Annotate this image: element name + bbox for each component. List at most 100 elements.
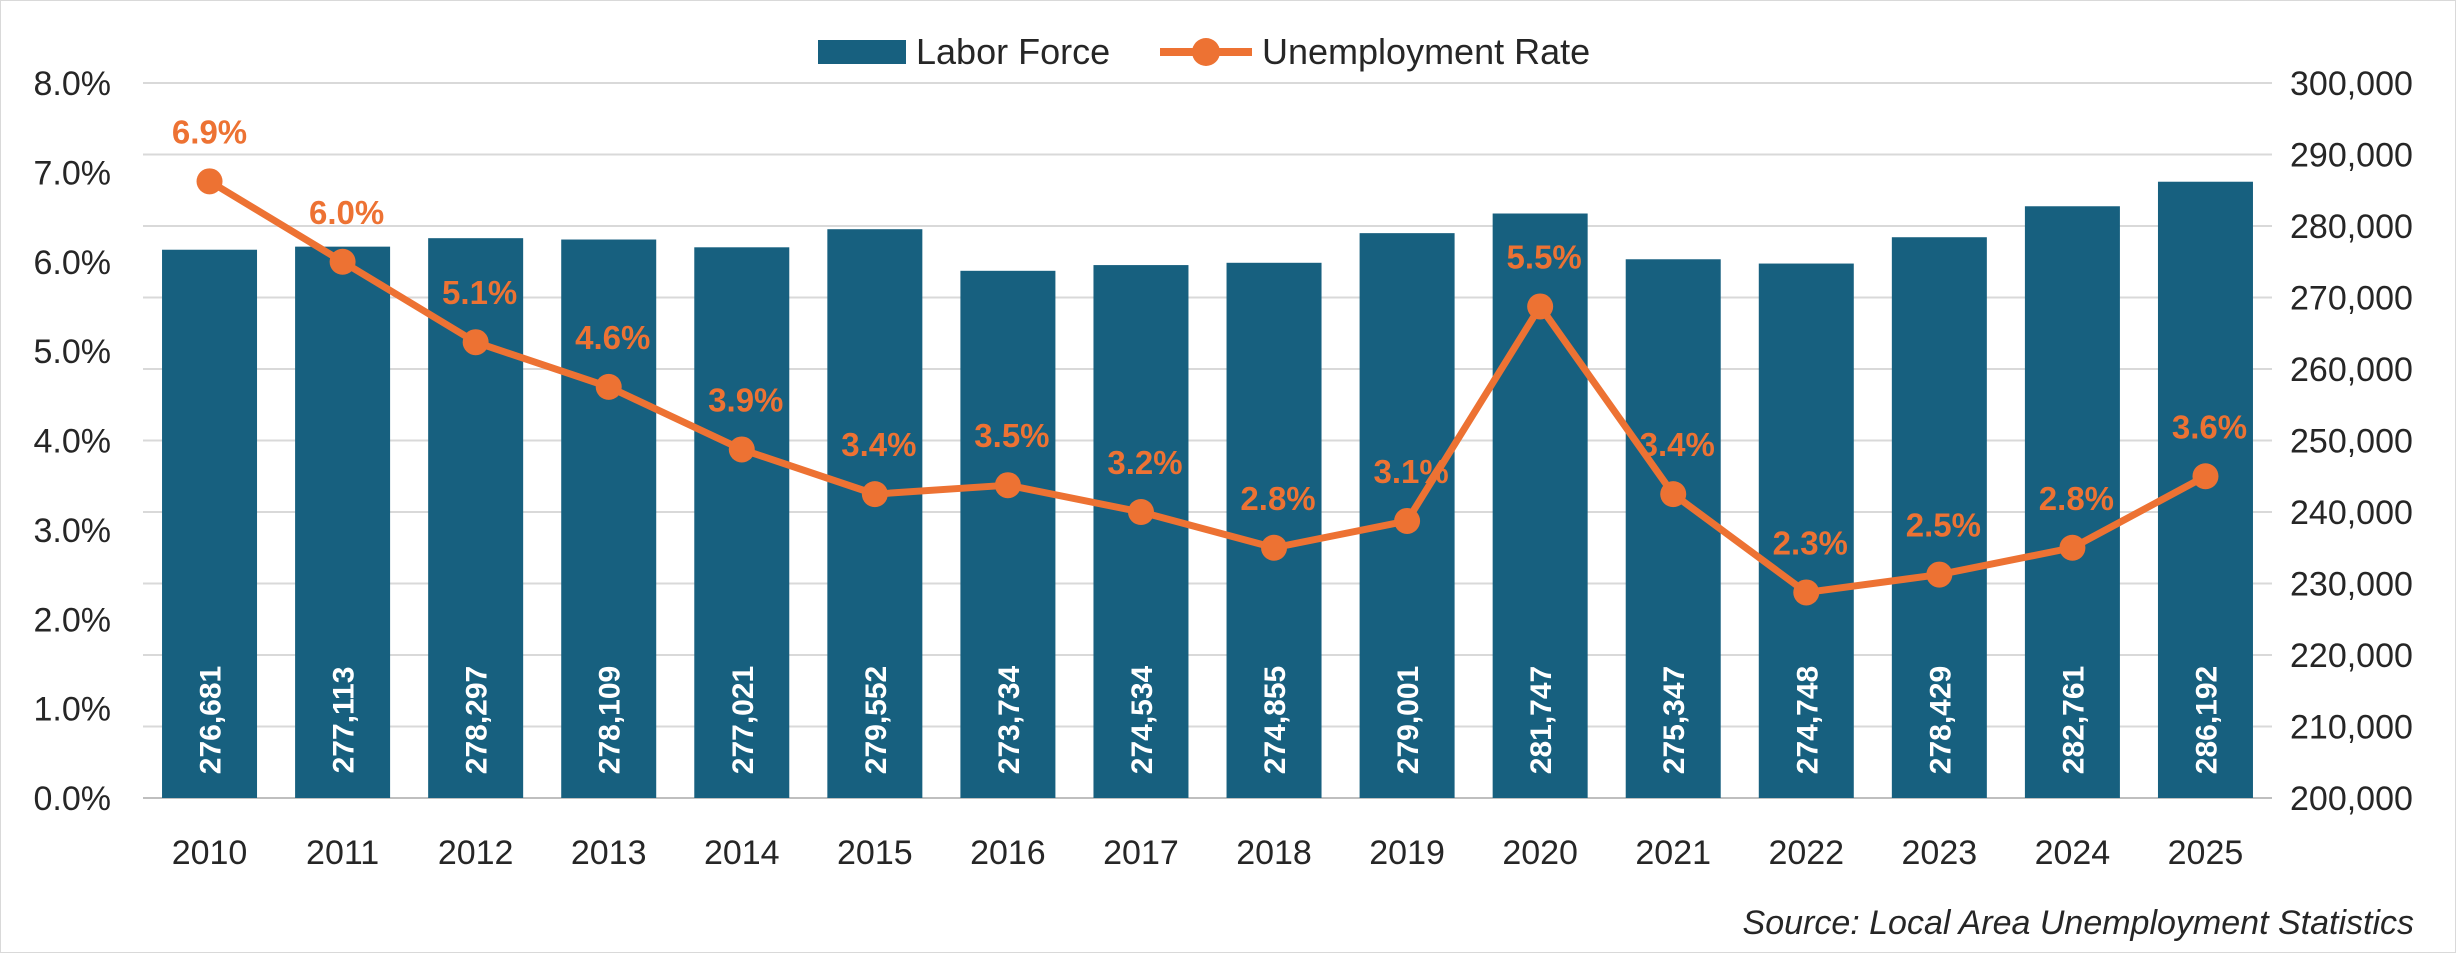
bar-value-label: 277,021 xyxy=(727,666,760,774)
rate-value-label: 5.1% xyxy=(442,274,517,311)
right-axis-tick-label: 250,000 xyxy=(2290,423,2413,461)
x-axis-tick-label: 2011 xyxy=(306,834,379,872)
legend-label-unemployment-rate: Unemployment Rate xyxy=(1262,31,1590,72)
bar-value-label: 282,761 xyxy=(2057,666,2090,774)
left-axis-tick-label: 1.0% xyxy=(34,691,112,729)
x-axis-tick-label: 2012 xyxy=(438,834,514,872)
bar-labor-force-2014 xyxy=(694,247,790,798)
bar-value-label: 281,747 xyxy=(1525,666,1558,774)
legend-swatch-unemployment-rate-marker xyxy=(1192,38,1220,66)
bar-value-label: 279,001 xyxy=(1392,666,1425,774)
bar-value-label: 278,109 xyxy=(594,666,627,774)
rate-value-label: 3.4% xyxy=(841,426,916,463)
rate-marker-2015 xyxy=(861,481,888,508)
rate-value-label: 3.9% xyxy=(708,381,783,418)
right-axis-tick-label: 290,000 xyxy=(2290,137,2413,175)
x-axis-tick-label: 2017 xyxy=(1103,834,1179,872)
unemployment-rate-value-labels: 6.9% 6.0% 5.1% 4.6% 3.9% 3.4% 3.5% 3.2% 2.8% 3.1%… xyxy=(172,113,2247,561)
x-axis-tick-label: 2014 xyxy=(704,834,780,872)
rate-marker-2011 xyxy=(329,248,356,275)
rate-marker-2020 xyxy=(1527,293,1554,320)
rate-marker-2025 xyxy=(2192,463,2219,490)
x-axis-tick-label: 2020 xyxy=(1502,834,1578,872)
right-axis-tick-label: 260,000 xyxy=(2290,351,2413,389)
bar-value-label: 277,113 xyxy=(328,667,361,774)
right-axis-tick-label: 210,000 xyxy=(2290,709,2413,747)
rate-value-label: 2.5% xyxy=(1906,507,1981,544)
x-axis-tick-label: 2022 xyxy=(1768,834,1844,872)
left-axis-tick-label: 2.0% xyxy=(34,601,112,639)
rate-marker-2016 xyxy=(994,472,1021,499)
bar-labor-force-2015 xyxy=(827,229,923,799)
left-axis-tick-label: 0.0% xyxy=(34,780,112,818)
rate-value-label: 5.5% xyxy=(1507,238,1582,275)
x-axis-tick-label: 2024 xyxy=(2035,834,2111,872)
rate-marker-2012 xyxy=(462,329,489,356)
x-axis-tick-label: 2016 xyxy=(970,834,1046,872)
bar-labor-force-2018 xyxy=(1226,262,1322,798)
left-axis-ticks: 0.0% 1.0% 2.0% 3.0% 4.0% 5.0% 6.0% 7.0% 8.0% xyxy=(34,65,112,818)
bar-value-label: 276,681 xyxy=(195,666,228,774)
bar-labor-force-2024 xyxy=(2024,206,2120,798)
rate-marker-2017 xyxy=(1127,499,1154,525)
rate-marker-2023 xyxy=(1926,561,1953,588)
rate-value-label: 6.0% xyxy=(309,194,384,231)
right-axis-tick-label: 220,000 xyxy=(2290,637,2413,675)
left-axis-tick-label: 7.0% xyxy=(34,154,112,192)
x-axis-tick-label: 2013 xyxy=(571,834,647,872)
rate-value-label: 3.1% xyxy=(1373,453,1448,490)
bar-labor-force-2022 xyxy=(1758,263,1854,799)
rate-value-label: 2.3% xyxy=(1773,524,1848,561)
unemployment-rate-line xyxy=(207,178,2208,596)
bar-value-label: 274,534 xyxy=(1126,665,1159,774)
bar-value-label: 286,192 xyxy=(2190,666,2223,774)
bar-value-label: 275,347 xyxy=(1658,666,1691,774)
bar-labor-force-2017 xyxy=(1093,265,1189,798)
bar-labor-force-2023 xyxy=(1891,237,1987,798)
right-axis-tick-label: 200,000 xyxy=(2290,780,2413,818)
legend-label-labor-force: Labor Force xyxy=(916,31,1110,72)
left-axis-tick-label: 8.0% xyxy=(34,65,112,103)
left-axis-tick-label: 5.0% xyxy=(34,333,112,371)
right-axis-ticks: 200,000 210,000 220,000 230,000 240,000 250,0… xyxy=(2290,65,2413,818)
rate-marker-2024 xyxy=(2059,534,2086,561)
right-axis-tick-label: 280,000 xyxy=(2290,208,2413,246)
x-axis-tick-label: 2023 xyxy=(1902,834,1978,872)
rate-marker-2010 xyxy=(196,168,223,195)
source-note: Source: Local Area Unemployment Statisti… xyxy=(1743,904,2414,942)
bar-labor-force-2016 xyxy=(960,270,1056,799)
bar-value-label: 278,429 xyxy=(1924,666,1957,774)
bar-value-label: 278,297 xyxy=(461,666,494,774)
left-axis-tick-label: 6.0% xyxy=(34,244,112,282)
bar-value-label: 274,855 xyxy=(1259,666,1292,774)
x-axis-tick-label: 2025 xyxy=(2168,834,2244,872)
unemployment-rate-markers xyxy=(196,168,2219,606)
bar-labor-force-2021 xyxy=(1625,259,1721,799)
x-axis-tick-label: 2018 xyxy=(1236,834,1312,872)
rate-value-label: 2.8% xyxy=(2039,480,2114,517)
bar-value-label: 279,552 xyxy=(860,666,893,774)
rate-marker-2019 xyxy=(1394,507,1421,534)
rate-value-label: 3.6% xyxy=(2172,408,2247,445)
labor-force-bars xyxy=(162,181,2253,799)
rate-marker-2022 xyxy=(1793,579,1820,606)
rate-value-label: 3.4% xyxy=(1640,426,1715,463)
x-axis-ticks: 2010 2011 2012 2013 2014 2015 2016 2017 2018 2019… xyxy=(172,834,2244,872)
rate-value-label: 3.5% xyxy=(974,417,1049,454)
bar-value-label: 273,734 xyxy=(993,665,1026,774)
rate-value-label: 4.6% xyxy=(575,319,650,356)
rate-marker-2013 xyxy=(595,373,622,400)
left-axis-tick-label: 3.0% xyxy=(34,512,112,550)
rate-value-label: 6.9% xyxy=(172,113,247,150)
bar-labor-force-2010 xyxy=(162,249,258,799)
right-axis-tick-label: 230,000 xyxy=(2290,566,2413,604)
x-axis-tick-label: 2015 xyxy=(837,834,913,872)
unemployment-rate-polyline xyxy=(207,178,2208,596)
rate-marker-2021 xyxy=(1660,481,1687,508)
rate-value-label: 3.2% xyxy=(1107,444,1182,481)
rate-marker-2014 xyxy=(728,436,755,463)
labor-force-value-labels: 276,681 277,113 278,297 278,109 277,021 279,5… xyxy=(195,665,2224,774)
rate-marker-2018 xyxy=(1261,534,1288,561)
right-axis-tick-label: 300,000 xyxy=(2290,65,2413,103)
